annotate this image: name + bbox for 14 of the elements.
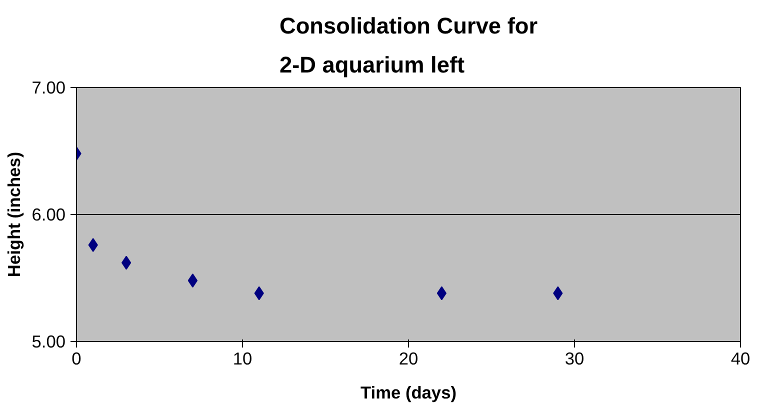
x-tick-label: 0: [72, 348, 82, 368]
point: [188, 274, 198, 288]
x-tick-label: 10: [232, 348, 252, 368]
x-tick-label: 30: [564, 348, 584, 368]
y-tick-label: 6.00: [32, 204, 66, 224]
y-tick-label: 5.00: [32, 332, 66, 352]
x-axis-title: Time (days): [360, 382, 456, 402]
point: [436, 286, 447, 300]
y-axis-title: Height (inches): [4, 152, 24, 278]
chart-title: Consolidation Curve for 2-D aquarium left: [279, 12, 538, 78]
point: [121, 256, 132, 270]
y-tick-label: 7.00: [32, 78, 66, 98]
x-tick-label: 40: [730, 348, 750, 368]
x-tick-label: 20: [398, 348, 418, 368]
